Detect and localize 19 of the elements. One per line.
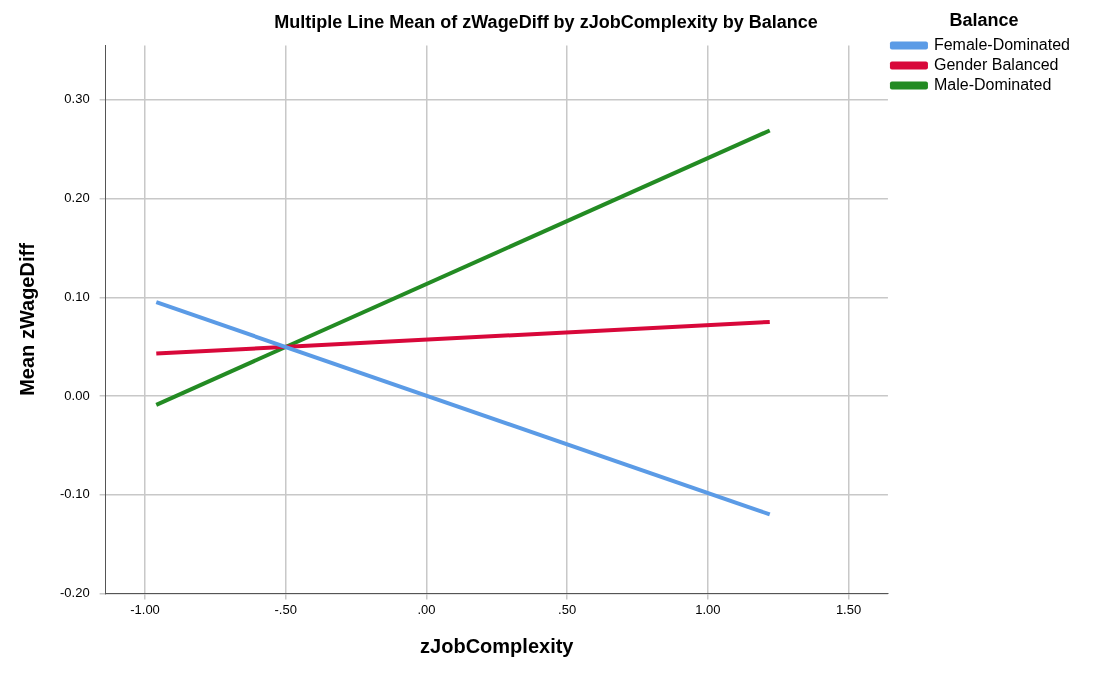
chart-title: Multiple Line Mean of zWageDiff by zJobComplexity by Balance	[274, 11, 818, 32]
y-tick-label: 0.30	[64, 91, 90, 107]
legend-label: Female-Dominated	[933, 36, 1071, 54]
x-tick-label: -.50	[274, 601, 297, 617]
y-tick-label: 0.10	[64, 288, 90, 304]
legend-label: Male-Dominated	[933, 76, 1052, 94]
x-tick-label: 1.00	[695, 601, 721, 617]
x-tick-label: 1.50	[835, 601, 862, 617]
x-axis-title: zJobComplexity	[420, 634, 575, 657]
x-tick-label: .50	[558, 601, 577, 617]
y-axis-title: Mean zWageDiff	[15, 242, 38, 396]
legend-title: Balance	[949, 9, 1019, 30]
y-tick-label: 0.00	[64, 387, 90, 403]
y-tick-label: -0.10	[59, 486, 90, 502]
y-tick-label: 0.20	[64, 190, 90, 206]
x-tick-label: -1.00	[130, 601, 160, 617]
y-tick-label: -0.20	[59, 584, 90, 600]
legend-label: Gender Balanced	[933, 56, 1059, 74]
x-tick-label: .00	[417, 601, 436, 617]
